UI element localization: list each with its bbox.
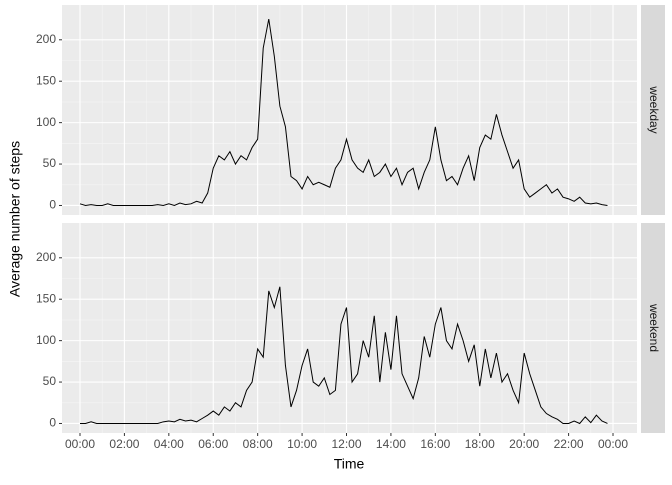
y-axis-title: Average number of steps — [7, 141, 23, 297]
x-tick-label: 08:00 — [243, 437, 273, 451]
data-line — [79, 286, 608, 425]
y-tick-label: 0 — [49, 198, 56, 212]
panel-background — [62, 5, 637, 215]
x-tick-label: 22:00 — [554, 437, 584, 451]
x-axis-title: Time — [334, 456, 365, 472]
y-tick-label: 150 — [36, 73, 56, 87]
strip-background — [641, 5, 665, 215]
y-tick-label: 150 — [36, 291, 56, 305]
x-tick-label: 16:00 — [420, 437, 450, 451]
x-tick-label: 02:00 — [109, 437, 139, 451]
panel-background — [62, 223, 637, 433]
x-tick-label: 10:00 — [287, 437, 317, 451]
x-tick-label: 06:00 — [198, 437, 228, 451]
strip-label: weekday — [647, 85, 661, 133]
x-tick-label: 00:00 — [65, 437, 95, 451]
x-tick-label: 04:00 — [154, 437, 184, 451]
x-tick-label: 20:00 — [509, 437, 539, 451]
y-tick-label: 50 — [43, 156, 57, 170]
y-tick-label: 200 — [36, 250, 56, 264]
x-tick-label: 14:00 — [376, 437, 406, 451]
y-tick-label: 100 — [36, 333, 56, 347]
y-tick-label: 50 — [43, 374, 57, 388]
y-tick-label: 100 — [36, 115, 56, 129]
x-tick-label: 00:00 — [598, 437, 628, 451]
x-tick-label: 18:00 — [465, 437, 495, 451]
data-line — [79, 18, 608, 207]
x-tick-label: 12:00 — [331, 437, 361, 451]
strip-background — [641, 223, 665, 433]
strip-label: weekend — [647, 303, 661, 352]
y-tick-label: 0 — [49, 416, 56, 430]
y-tick-label: 200 — [36, 32, 56, 46]
